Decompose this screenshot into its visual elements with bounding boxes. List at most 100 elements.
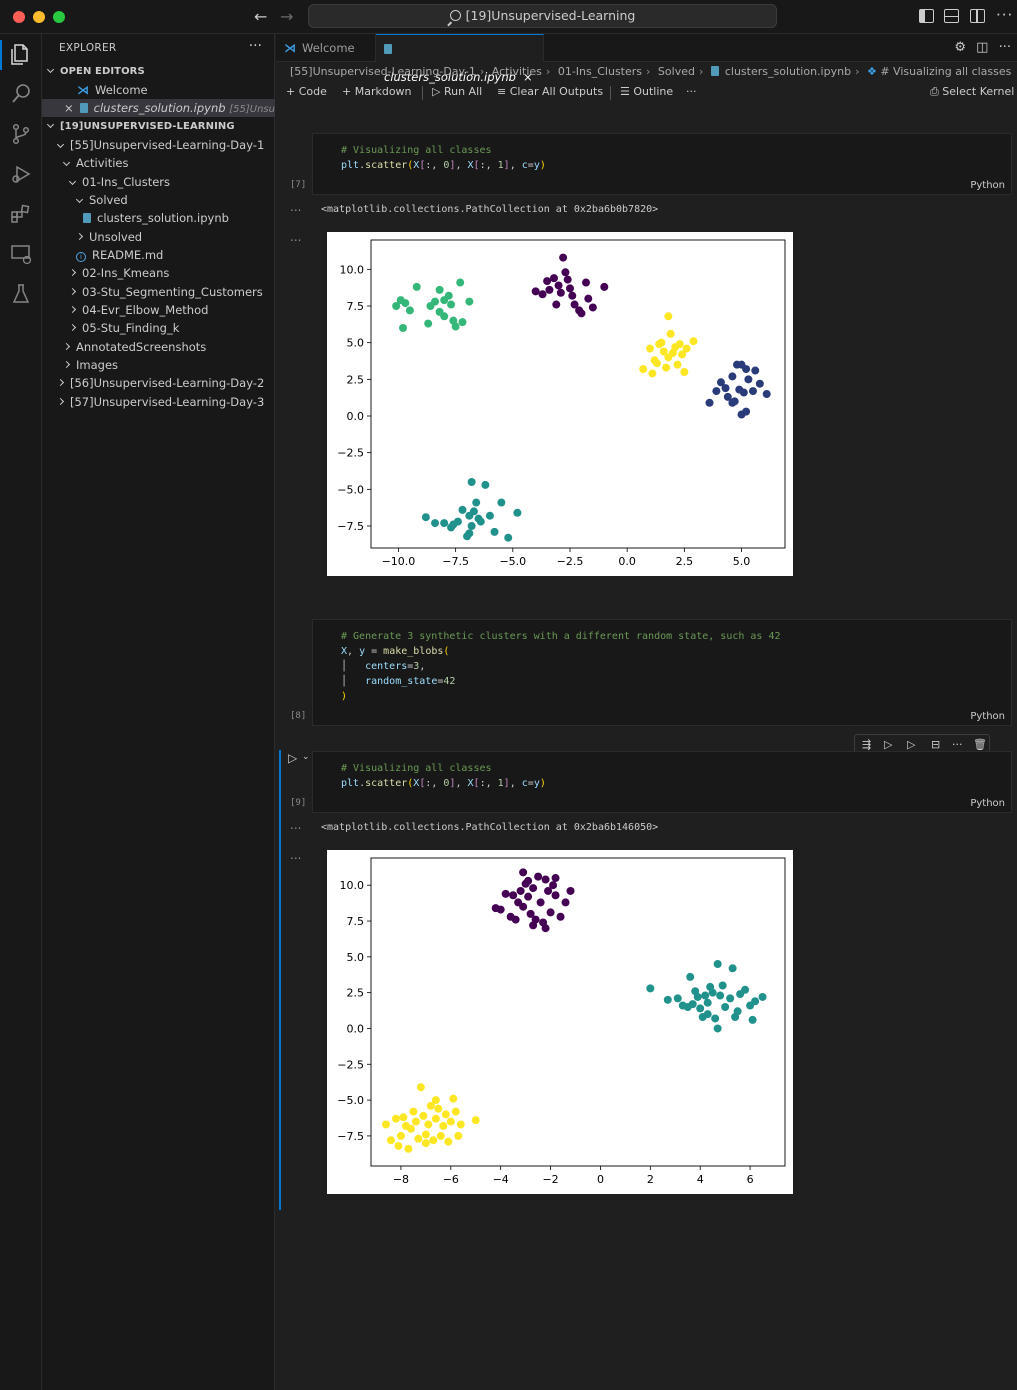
maximize-window-button[interactable]: [53, 11, 65, 23]
tab-bar: ⋊ Welcome clusters_solution.ipynb × ⚙ ◫ ··…: [276, 34, 1017, 84]
explorer-icon[interactable]: [9, 42, 33, 66]
output-more-icon[interactable]: ...: [290, 200, 302, 214]
tree-item[interactable]: 03-Stu_Segmenting_Customers: [42, 283, 275, 301]
tab-welcome[interactable]: ⋊ Welcome: [276, 34, 376, 62]
execute-below-icon[interactable]: ▷: [884, 738, 893, 751]
output-more-icon[interactable]: ...: [290, 848, 302, 862]
code-cell-9[interactable]: # Visualizing all classes plt.scatter(X[…: [312, 751, 1012, 813]
tree-item[interactable]: [57]Unsupervised-Learning-Day-3: [42, 393, 275, 411]
run-debug-icon[interactable]: [9, 162, 33, 186]
scatter-point: [716, 991, 725, 1000]
scatter-point: [545, 285, 554, 294]
cell-language[interactable]: Python: [970, 798, 1005, 809]
scatter-point: [708, 988, 717, 997]
execute-above-icon[interactable]: ⇶: [862, 738, 872, 751]
y-tick-label: 10.0: [340, 879, 365, 892]
scatter-point: [416, 1083, 425, 1092]
cell-more-icon[interactable]: ···: [952, 738, 963, 751]
remote-explorer-icon[interactable]: [9, 242, 33, 266]
tree-item[interactable]: i README.md: [42, 246, 275, 264]
testing-flask-icon[interactable]: [9, 282, 33, 306]
tree-item[interactable]: Images: [42, 356, 275, 374]
cell-language[interactable]: Python: [970, 180, 1005, 191]
run-cell-icon[interactable]: ▷: [288, 751, 298, 765]
execution-count: [9]: [290, 798, 307, 808]
tree-item[interactable]: AnnotatedScreenshots: [42, 338, 275, 356]
x-tick-label: 6: [747, 1173, 754, 1186]
code-editor[interactable]: # Visualizing all classes plt.scatter(X[…: [341, 145, 546, 171]
toolbar-more-icon[interactable]: ···: [686, 85, 697, 98]
close-window-button[interactable]: [13, 11, 25, 23]
breadcrumb-item[interactable]: Solved: [657, 65, 695, 78]
search-icon[interactable]: [9, 82, 33, 106]
more-actions-icon[interactable]: ···: [996, 6, 1014, 24]
add-markdown-cell-button[interactable]: + Markdown: [342, 85, 412, 98]
code-cell-7[interactable]: # Visualizing all classes plt.scatter(X[…: [312, 133, 1012, 195]
scatter-point: [639, 365, 648, 374]
tree-item[interactable]: [55]Unsupervised-Learning-Day-1: [42, 136, 275, 154]
toggle-secondary-sidebar-icon[interactable]: [970, 9, 985, 23]
scatter-point: [566, 886, 575, 895]
select-kernel-button[interactable]: ⎙ Select Kernel: [930, 85, 1015, 98]
outline-button[interactable]: ☰ Outline: [620, 85, 674, 98]
tree-item[interactable]: 01-Ins_Clusters: [42, 173, 275, 191]
scatter-point: [541, 875, 550, 884]
tree-item[interactable]: [56]Unsupervised-Learning-Day-2: [42, 374, 275, 392]
scatter-point: [559, 253, 568, 262]
split-cell-icon[interactable]: ⊟: [931, 738, 941, 751]
toggle-sidebar-icon[interactable]: [919, 9, 934, 23]
delete-cell-icon[interactable]: 🗑: [973, 738, 987, 751]
tree-item[interactable]: 04-Evr_Elbow_Method: [42, 301, 275, 319]
workspace-section[interactable]: [19]UNSUPERVISED-LEARNING: [42, 118, 275, 136]
add-code-cell-button[interactable]: + Code: [286, 85, 327, 98]
scatter-point: [588, 303, 597, 312]
output-more-icon[interactable]: ...: [290, 818, 302, 832]
y-tick-label: −5.0: [337, 1094, 364, 1107]
explorer-more-icon[interactable]: ···: [248, 38, 262, 54]
tree-item[interactable]: 05-Stu_Finding_k: [42, 319, 275, 337]
scatter-point: [404, 1144, 413, 1153]
scatter-point: [600, 282, 609, 291]
close-icon[interactable]: ×: [64, 101, 74, 115]
extensions-icon[interactable]: [9, 202, 33, 226]
scatter-plot-2: −8 −6 −4 −2 0 2 4 6 10.0 7.5 5.0 2.5 0.0 −2.5 −5.0 −7.5: [327, 850, 793, 1194]
code-cell-8[interactable]: # Generate 3 synthetic clusters with a d…: [312, 619, 1012, 726]
tab-clusters-solution[interactable]: clusters_solution.ipynb ×: [376, 34, 544, 84]
output-more-icon[interactable]: ...: [290, 230, 302, 244]
scatter-point: [755, 379, 764, 388]
breadcrumb-item[interactable]: # Visualizing all classes: [880, 65, 1012, 78]
run-all-button[interactable]: ▷ Run All: [432, 85, 483, 98]
breadcrumb-item[interactable]: [55]Unsupervised-Learning-Day-1: [290, 65, 476, 78]
code-editor[interactable]: # Generate 3 synthetic clusters with a d…: [341, 631, 781, 702]
split-editor-icon[interactable]: ◫: [976, 40, 989, 55]
scatter-point: [728, 398, 737, 407]
chevron-down-icon[interactable]: ⌄: [302, 752, 310, 762]
forward-arrow-icon[interactable]: →: [280, 7, 294, 26]
tree-item[interactable]: 02-Ins_Kmeans: [42, 264, 275, 282]
open-editor-welcome[interactable]: ⋊ Welcome: [42, 81, 275, 99]
cell-language[interactable]: Python: [970, 711, 1005, 722]
more-actions-icon[interactable]: ···: [998, 40, 1011, 55]
open-editors-section[interactable]: OPEN EDITORS: [42, 63, 275, 81]
minimize-window-button[interactable]: [33, 11, 45, 23]
execute-cell-and-below-icon[interactable]: ▷: [907, 738, 916, 751]
clear-all-outputs-button[interactable]: ≡ Clear All Outputs: [497, 85, 604, 98]
tree-item[interactable]: Unsolved: [42, 228, 275, 246]
scatter-point: [474, 514, 483, 523]
scatter-point: [751, 366, 760, 375]
source-control-icon[interactable]: [9, 122, 33, 146]
tree-item[interactable]: Activities: [42, 154, 275, 172]
command-center-search[interactable]: [19]Unsupervised-Learning: [308, 4, 777, 28]
toggle-panel-icon[interactable]: [944, 9, 959, 23]
code-editor[interactable]: # Visualizing all classes plt.scatter(X[…: [341, 763, 546, 789]
close-icon[interactable]: ×: [522, 70, 533, 84]
gear-icon[interactable]: ⚙: [954, 40, 967, 55]
tree-item[interactable]: Solved: [42, 191, 275, 209]
breadcrumb-item[interactable]: clusters_solution.ipynb: [724, 65, 852, 78]
breadcrumb-item[interactable]: Activities: [491, 65, 542, 78]
open-editor-notebook[interactable]: × clusters_solution.ipynb [55]Unsup...: [42, 99, 275, 117]
tree-item[interactable]: clusters_solution.ipynb: [42, 209, 275, 227]
y-tick-label: 0.0: [347, 410, 365, 423]
back-arrow-icon[interactable]: ←: [254, 7, 268, 26]
breadcrumb-item[interactable]: 01-Ins_Clusters: [557, 65, 643, 78]
